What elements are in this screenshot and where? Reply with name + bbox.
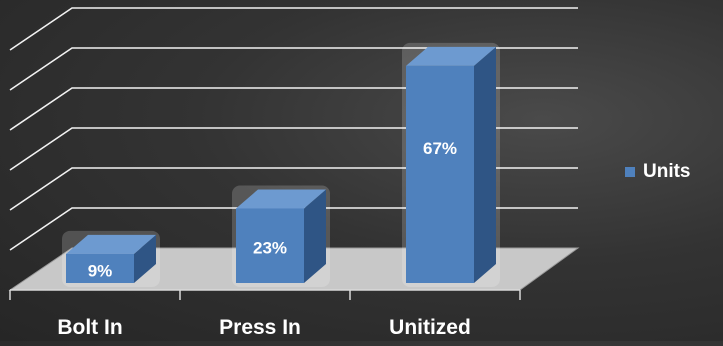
legend: Units — [625, 161, 691, 182]
bar-front — [406, 65, 474, 283]
gridline — [9, 47, 578, 91]
data-label: 67% — [423, 139, 457, 158]
bar-unitized — [402, 42, 500, 287]
bar-top — [406, 46, 496, 66]
x-tick-label: Bolt In — [57, 316, 122, 339]
bar-bolt-in — [62, 230, 160, 287]
bar-top — [236, 189, 326, 209]
legend-swatch — [625, 167, 635, 177]
bar-side — [304, 189, 326, 283]
x-axis-layer — [9, 289, 521, 300]
x-tick-label: Press In — [219, 316, 301, 339]
data-label: 23% — [253, 239, 287, 258]
bar-press-in — [232, 185, 330, 287]
legend-label: Units — [643, 161, 691, 182]
bar-front — [236, 208, 304, 283]
bar-top — [66, 234, 156, 254]
bar-side — [474, 46, 496, 283]
bar-side — [134, 234, 156, 283]
data-label: 9% — [88, 261, 113, 280]
x-tick-label: Unitized — [389, 316, 471, 339]
labels-layer: 9% Bolt In 23% Press In 67% Unitized — [57, 139, 471, 339]
bar-front — [66, 253, 134, 283]
gridline — [9, 7, 578, 51]
bars-layer — [62, 42, 500, 287]
